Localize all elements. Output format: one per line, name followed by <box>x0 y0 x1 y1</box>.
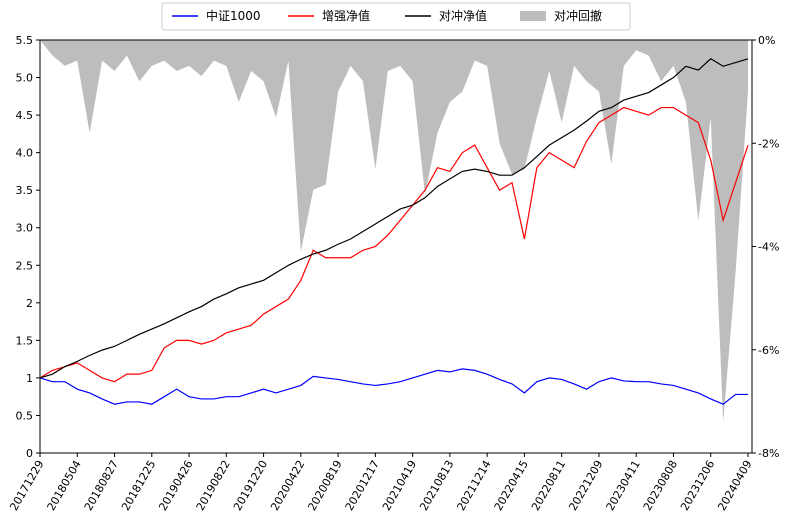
x-tick-label: 20180504 <box>45 458 84 513</box>
y-tick-label: 1 <box>26 372 33 385</box>
y2-tick-label: 0% <box>758 34 775 47</box>
x-tick-label: 20171229 <box>7 458 46 513</box>
x-tick-label: 20190426 <box>156 458 195 513</box>
legend-label: 增强净值 <box>322 8 370 23</box>
series-line <box>39 58 749 379</box>
legend: 中证1000 增强净值 对冲净值 对冲回撤 <box>161 2 631 31</box>
y-tick-label: 3.0 <box>16 222 34 235</box>
y-tick-label: 0 <box>26 447 33 460</box>
y-tick-label: 4.0 <box>16 147 34 160</box>
drawdown-area <box>40 40 748 423</box>
legend-label: 对冲回撤 <box>554 8 602 23</box>
x-tick-label: 20231206 <box>678 458 717 513</box>
x-tick-label: 20191220 <box>231 458 270 513</box>
series-line <box>39 106 749 383</box>
x-tick-label: 20190822 <box>194 458 233 513</box>
x-tick-label: 20220811 <box>529 458 568 513</box>
x-tick-label: 20180827 <box>82 458 121 513</box>
x-tick-label: 20220415 <box>492 458 531 513</box>
y-tick-label: 3.5 <box>16 184 34 197</box>
x-tick-label: 20230411 <box>604 458 643 513</box>
x-tick-label: 20210419 <box>380 458 419 513</box>
y-tick-label: 5.0 <box>16 72 34 85</box>
y2-tick-label: -6% <box>758 344 779 357</box>
x-tick-label: 20240409 <box>715 458 754 513</box>
legend-box <box>161 2 631 31</box>
x-tick-label: 20210813 <box>417 458 456 513</box>
series-line <box>39 368 748 405</box>
plot-frame <box>39 39 753 454</box>
y-tick-label: 5.5 <box>16 34 34 47</box>
x-tick-label: 20230808 <box>641 458 680 513</box>
y-tick-label: 4.5 <box>16 109 34 122</box>
y-tick-label: 1.5 <box>16 334 34 347</box>
x-tick-label: 20181225 <box>119 458 158 513</box>
x-tick-label: 20201217 <box>343 458 382 513</box>
x-tick-label: 20211214 <box>454 458 493 513</box>
x-tick-label: 20221209 <box>566 458 605 513</box>
x-tick-label: 20200819 <box>305 458 344 513</box>
y2-tick-label: -4% <box>758 241 779 254</box>
legend-swatch <box>520 11 546 21</box>
y-tick-label: 2 <box>26 297 33 310</box>
y-tick-label: 2.5 <box>16 259 34 272</box>
legend-label: 对冲净值 <box>439 8 487 23</box>
x-tick-label: 20200422 <box>268 458 307 513</box>
y-tick-label: 0.5 <box>16 409 34 422</box>
legend-label: 中证1000 <box>206 8 261 23</box>
y2-tick-label: -8% <box>758 447 779 460</box>
y2-tick-label: -2% <box>758 137 779 150</box>
